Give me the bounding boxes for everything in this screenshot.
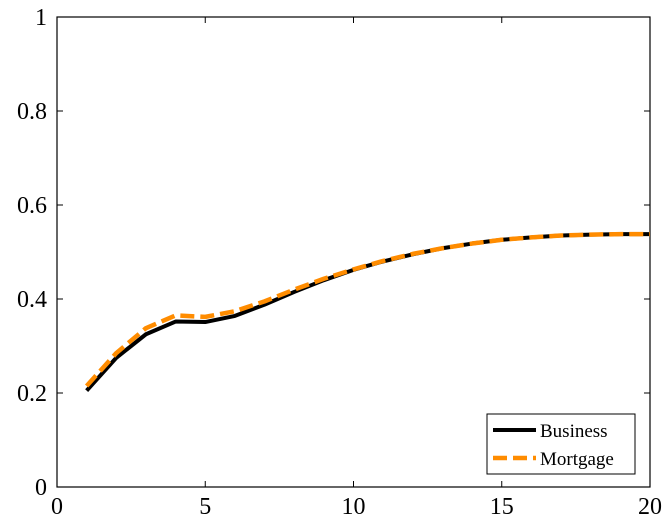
x-tick-label: 20 <box>638 494 662 520</box>
y-tick-label: 0 <box>35 475 47 501</box>
series-line-mortgage <box>84 231 650 388</box>
y-tick-label: 0.4 <box>17 287 47 313</box>
x-tick-label: 10 <box>342 494 366 520</box>
series-lines <box>84 231 650 392</box>
axis-ticks <box>56 16 651 488</box>
x-tick-label: 5 <box>199 494 211 520</box>
plot-area <box>56 16 651 488</box>
legend-label-business: Business <box>540 421 608 442</box>
y-tick-label: 1 <box>35 5 47 31</box>
y-tick-label: 0.6 <box>17 193 47 219</box>
y-tick-label: 0.8 <box>17 99 47 125</box>
x-tick-label: 0 <box>51 494 63 520</box>
legend-box <box>486 413 636 475</box>
x-tick-label: 15 <box>490 494 514 520</box>
axis-tick-labels: 0 5 10 15 20 0 0.2 0.4 0.6 0.8 1 <box>17 5 662 520</box>
y-tick-label: 0.2 <box>17 381 47 407</box>
legend: Business Mortgage <box>486 413 636 475</box>
legend-label-mortgage: Mortgage <box>540 449 614 470</box>
